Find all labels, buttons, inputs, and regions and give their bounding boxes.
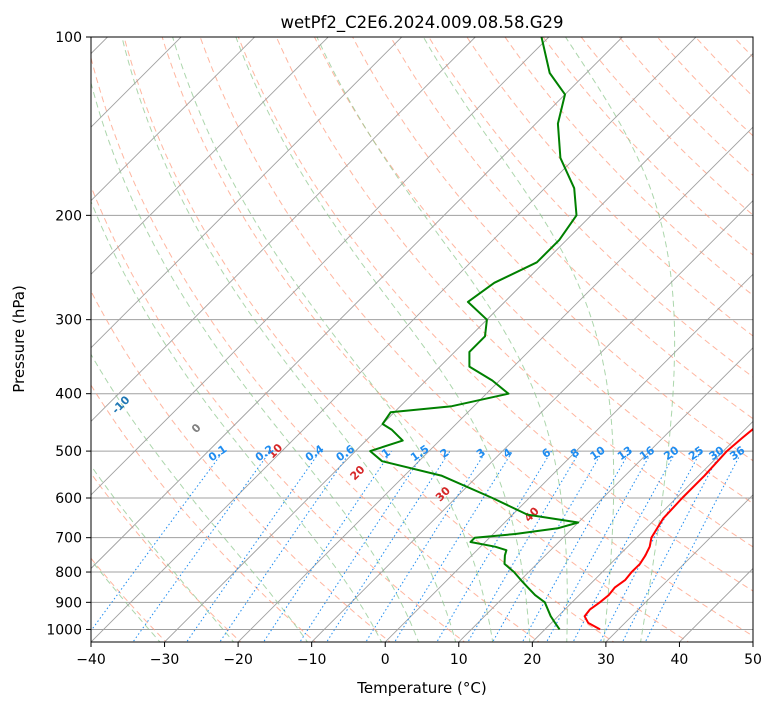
y-tick-label: 700 (55, 531, 82, 547)
moist-adiabat-line (91, 81, 420, 642)
isobar-lines (91, 37, 753, 630)
isotherm-lines (91, 37, 753, 642)
isotherm-line (91, 37, 550, 496)
y-axis-ticks: 1000 900 800 700 600 500 400 300 200 100 (46, 30, 91, 638)
moist-adiabats (91, 37, 676, 642)
moist-adiabat-line (235, 37, 531, 642)
isotherm-line (91, 37, 403, 349)
x-tick-label: −30 (150, 652, 180, 668)
y-tick-label: 1000 (46, 622, 82, 638)
moist-adiabat-line (91, 464, 235, 642)
isotherm-line (91, 37, 329, 275)
mixing-ratio-line (521, 450, 631, 642)
mixing-ratio-line (219, 450, 352, 642)
moist-adiabat-line (91, 559, 161, 642)
mixing-ratio-line (467, 450, 581, 642)
x-tick-label: 20 (523, 652, 541, 668)
sounding-profiles (369, 37, 753, 631)
y-tick-label: 400 (55, 387, 82, 403)
moist-adiabat-line (121, 37, 457, 642)
plot-area: -100-90-80-70-60-50-40-30-20-10010203040… (91, 37, 753, 642)
y-tick-label: 500 (55, 444, 82, 460)
x-tick-label: −10 (297, 652, 327, 668)
mixing-ratio-line (436, 450, 552, 642)
x-axis-ticks: −40 −30 −20 −10 0 10 20 30 40 50 (76, 642, 762, 668)
dewpoint-profile-line (369, 37, 580, 630)
mixing-ratio-line (185, 450, 321, 642)
x-tick-label: 50 (744, 652, 762, 668)
isotherm-line (531, 420, 753, 642)
y-tick-label: 600 (55, 491, 82, 507)
dry-adiabat-line (91, 55, 540, 642)
temperature-profile-line (583, 427, 753, 631)
x-tick-label: 30 (597, 652, 615, 668)
dry-adiabat-line (123, 37, 615, 642)
x-tick-label: 10 (450, 652, 468, 668)
y-axis-label: Pressure (hPa) (10, 285, 28, 393)
y-tick-label: 300 (55, 313, 82, 329)
moist-adiabat-line (564, 37, 676, 642)
dry-adiabat-line (466, 37, 753, 337)
dry-adiabat-line (91, 185, 466, 642)
dry-adiabat-line (91, 472, 242, 642)
x-axis-label: Temperature (°C) (356, 679, 486, 697)
y-tick-label: 800 (55, 565, 82, 581)
dry-adiabat-line (91, 290, 391, 642)
isotherm-line (91, 37, 697, 642)
x-tick-label: 40 (671, 652, 689, 668)
mixing-ratio-line (644, 450, 743, 642)
mixing-ratio-line (546, 450, 653, 642)
mixing-ratio-line (299, 450, 426, 642)
dry-adiabat-line (656, 37, 753, 137)
dry-adiabat-line (618, 37, 753, 176)
isotherm-line (605, 494, 753, 642)
y-tick-label: 900 (55, 595, 82, 611)
isotherm-line (311, 200, 753, 642)
dry-adiabat-line (390, 37, 753, 420)
isotherm-line (384, 273, 753, 642)
isotherm-line (458, 347, 753, 642)
moist-adiabat-line (91, 200, 383, 642)
dry-adiabat-line (428, 37, 753, 378)
mixing-ratio-line (394, 450, 514, 642)
dry-adiabat-line (504, 37, 753, 296)
moist-adiabat-line (172, 37, 494, 642)
mixing-ratio-line (621, 450, 722, 642)
isotherm-line (91, 37, 624, 570)
x-tick-label: 0 (381, 652, 390, 668)
moist-adiabat-line (316, 37, 568, 642)
y-tick-label: 100 (55, 30, 82, 46)
isotherm-line (163, 52, 753, 642)
isotherm-line (91, 37, 256, 202)
moist-adiabat-line (91, 353, 309, 642)
dry-adiabat-line (161, 37, 690, 642)
mixing-ratio-line (492, 450, 604, 642)
dry-adiabat-line (237, 37, 753, 592)
y-tick-label: 200 (55, 208, 82, 224)
moist-adiabat-line (422, 37, 615, 642)
isotherm-line (91, 37, 476, 422)
plot-frame (90, 36, 754, 643)
x-tick-label: −40 (76, 652, 106, 668)
x-tick-label: −20 (223, 652, 253, 668)
chart-title: wetPf2_C2E6.2024.009.08.58.G29 (280, 13, 563, 33)
